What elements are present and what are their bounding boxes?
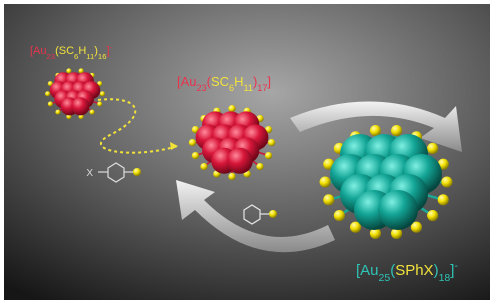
label-part: 23 [47, 52, 56, 61]
sulfur-atom [265, 152, 272, 159]
sulfur-atom [427, 210, 438, 221]
sulfur-atom [133, 168, 141, 176]
gold-atom [71, 97, 89, 115]
substituent-label: X [86, 168, 93, 179]
cluster-au23-neutral [189, 105, 275, 180]
label-part: (SC [55, 45, 74, 57]
label-part: 25 [379, 272, 391, 284]
sulfur-atom [427, 143, 438, 154]
label-part: ] [267, 74, 271, 89]
figure: X [Au23(SC6H11)16]- [Au23(SC6H11)17] [Au… [0, 0, 494, 304]
gold-atom [227, 148, 253, 174]
label-part: 16 [98, 52, 107, 61]
sulfur-atom [48, 101, 53, 106]
sulfur-atom [391, 125, 402, 136]
gold-atom [378, 190, 418, 230]
label-part: 23 [197, 83, 207, 93]
sulfur-atom [45, 91, 50, 96]
sulfur-atom [200, 163, 207, 170]
sulfur-atom [192, 152, 199, 159]
sulfur-atom [269, 210, 277, 218]
label-part: - [110, 43, 113, 52]
label-part: 11 [244, 83, 253, 93]
sulfur-atom [441, 176, 452, 187]
sulfur-atom [320, 176, 331, 187]
sulfur-atom [55, 110, 60, 115]
label-part: SC [211, 74, 229, 89]
label-part: [Au [177, 74, 197, 89]
sulfur-atom [90, 110, 95, 115]
sulfur-atom [438, 194, 449, 205]
sulfur-atom [323, 194, 334, 205]
label-part: 18 [439, 272, 451, 284]
label-part: 11 [86, 52, 94, 61]
sulfur-atom [334, 210, 345, 221]
sulfur-atom [97, 101, 102, 106]
label-part: - [454, 260, 458, 272]
sulfur-atom [228, 173, 235, 180]
label-part: H [78, 45, 86, 57]
label-part: H [234, 74, 243, 89]
label-part: SPhX [395, 262, 433, 279]
sulfur-atom [228, 105, 235, 112]
label-part: [Au [30, 45, 47, 57]
sulfur-atom [100, 91, 105, 96]
sulfur-atom [268, 139, 275, 146]
sulfur-atom [370, 125, 381, 136]
sulfur-atom [256, 163, 263, 170]
sulfur-atom [189, 139, 196, 146]
label-part: [Au [356, 262, 379, 279]
sulfur-atom [66, 68, 71, 73]
label-part: 17 [257, 83, 267, 93]
